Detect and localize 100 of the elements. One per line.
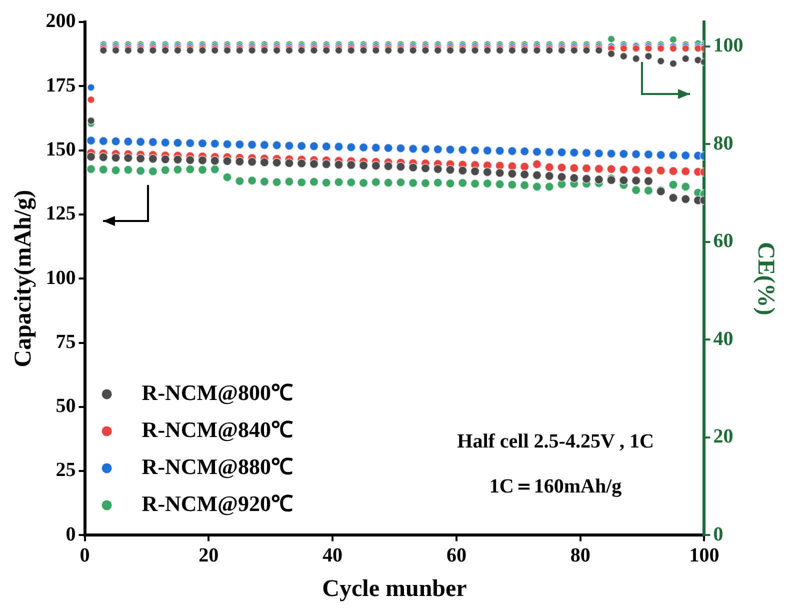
point [495,179,505,189]
point [532,147,542,157]
point [346,178,356,188]
point [272,177,282,187]
point [594,174,604,184]
y-tick-label: 0 [66,523,76,546]
point [309,141,319,151]
legend-label: R-NCM@800℃ [142,380,294,405]
point [470,178,480,188]
point [396,178,406,188]
y2-tick-label: 40 [713,328,734,350]
point [86,83,96,92]
point [569,163,579,173]
point [582,163,592,174]
point [420,178,430,188]
point [110,166,121,176]
point [98,136,108,146]
y2-tick-label: 60 [713,230,734,252]
point [334,142,344,152]
x-tick-label: 0 [80,544,90,566]
point [234,176,244,186]
point [656,57,665,66]
x-tick-label: 20 [198,544,219,566]
point [334,160,344,170]
point [631,185,641,195]
point [136,154,146,164]
point [110,152,121,163]
point [396,162,406,172]
y-tick-label: 175 [46,74,76,96]
point [482,146,492,156]
point [322,178,332,188]
point [618,176,628,186]
point [680,166,690,176]
point [210,156,220,166]
point [544,147,554,157]
point [520,146,530,156]
point [260,176,270,186]
point [123,153,133,163]
y-tick-label: 25 [56,459,76,482]
point [260,158,270,168]
legend-label: R-NCM@840℃ [142,416,294,442]
point [86,152,96,162]
point [569,148,579,158]
point [520,170,530,180]
x-tick-label: 100 [689,544,720,566]
point [198,138,208,148]
point [98,164,108,174]
point [656,150,666,160]
y2-axis-title: CE(%) [752,242,778,316]
point [371,177,381,187]
y2-tick-label: 0 [713,523,724,546]
x-axis-title: Cycle munber [322,576,468,602]
point [284,158,294,168]
legend-label: R-NCM@920℃ [142,490,294,516]
point [210,138,220,148]
point [544,162,554,172]
point [582,174,592,184]
point [334,177,344,187]
y-tick-label: 50 [56,395,76,418]
legend-label: R-NCM@880℃ [142,454,294,479]
point [247,176,257,186]
point [309,159,319,169]
point [284,176,294,186]
point [433,164,443,174]
point [470,146,480,156]
point [247,140,257,150]
point [160,138,170,148]
point [644,150,654,160]
point [644,166,654,176]
point [607,50,616,58]
point [408,144,418,154]
point [669,59,678,68]
point [86,96,96,104]
point [160,165,170,175]
y-tick-label: 75 [56,330,76,353]
point [668,192,678,203]
point [185,164,195,174]
point [495,146,505,156]
point [445,178,456,188]
point [618,164,628,174]
point [408,162,418,172]
point [272,158,282,168]
point [136,166,146,176]
point [222,156,232,166]
annotation: 1C＝160mAh/g [489,475,622,498]
point [445,144,456,154]
point [680,194,690,204]
point [482,178,492,188]
point [458,144,468,155]
point [445,165,456,175]
point [284,140,294,150]
point [668,150,678,160]
point [420,163,430,174]
point [371,142,381,153]
point [532,170,542,180]
point [322,142,332,152]
point [185,155,195,165]
point [86,164,96,174]
point [198,165,208,175]
point [594,148,604,158]
